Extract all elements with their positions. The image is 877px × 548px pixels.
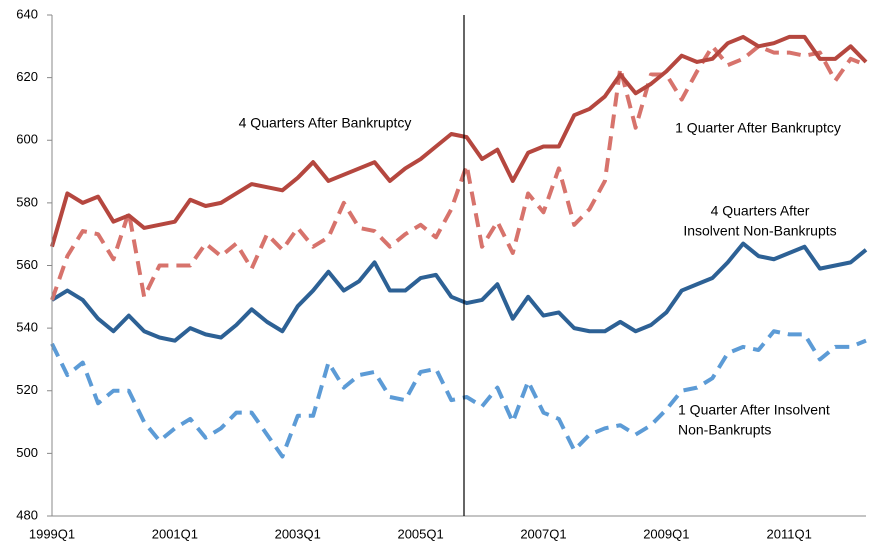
series-label: 4 Quarters After: [711, 203, 810, 219]
x-tick-label: 2001Q1: [152, 526, 198, 541]
series-label: 4 Quarters After Bankruptcy: [239, 115, 412, 131]
y-tick-label: 640: [16, 6, 38, 21]
y-tick-label: 480: [16, 507, 38, 522]
series-line: [50, 241, 868, 343]
y-tick-label: 620: [16, 69, 38, 84]
series-line: [50, 34, 868, 248]
x-tick-label: 2011Q1: [767, 526, 812, 541]
series-label: 1 Quarter After Bankruptcy: [675, 120, 841, 136]
y-tick-label: 600: [16, 132, 38, 147]
x-tick-label: 2005Q1: [397, 526, 443, 541]
series-line: [50, 329, 867, 459]
series-label: Insolvent Non-Bankrupts: [683, 223, 836, 239]
x-tick-label: 1999Q1: [29, 526, 75, 541]
y-tick-label: 520: [16, 382, 38, 397]
y-tick-label: 580: [16, 194, 38, 209]
series-line: [50, 44, 867, 301]
y-tick-label: 540: [16, 320, 38, 335]
series-label: 1 Quarter After Insolvent: [678, 402, 830, 418]
x-tick-label: 2007Q1: [520, 526, 566, 541]
y-tick-label: 500: [16, 445, 38, 460]
series-label: Non-Bankrupts: [678, 422, 771, 438]
x-tick-label: 2009Q1: [643, 526, 689, 541]
y-tick-label: 560: [16, 257, 38, 272]
x-tick-label: 2003Q1: [275, 526, 321, 541]
